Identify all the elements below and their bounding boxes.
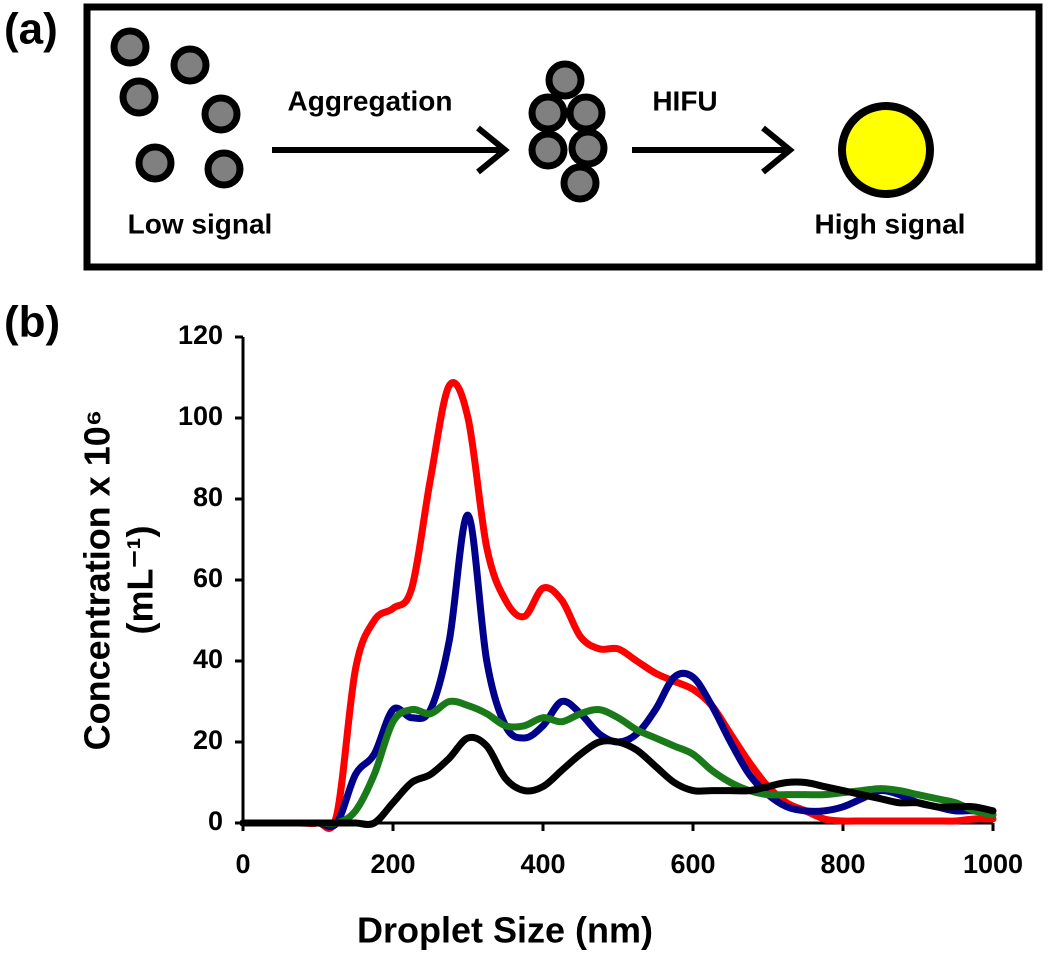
droplet xyxy=(566,93,606,133)
caption: Low signal xyxy=(128,208,273,239)
aggregate xyxy=(528,60,608,203)
x-tick-label: 400 xyxy=(520,849,565,879)
x-tick-label: 800 xyxy=(820,849,865,879)
y-tick-label: 80 xyxy=(193,482,223,512)
droplet xyxy=(560,163,600,203)
y-tick-label: 120 xyxy=(178,320,223,350)
droplet xyxy=(204,149,244,189)
droplet xyxy=(201,94,241,134)
arrowhead xyxy=(476,125,510,175)
panel-a: (a) Low signal Aggregation HIFU High sig… xyxy=(4,3,1043,271)
droplet xyxy=(119,77,159,117)
y-tick-label: 40 xyxy=(193,644,223,674)
bubble xyxy=(838,102,934,198)
x-tick-label: 200 xyxy=(370,849,415,879)
arrowhead xyxy=(761,125,795,175)
droplet xyxy=(528,93,568,133)
series-line xyxy=(239,733,997,828)
series-line xyxy=(239,697,997,828)
droplet xyxy=(110,27,150,67)
caption: High signal xyxy=(815,208,966,239)
y-tick-label: 60 xyxy=(193,563,223,593)
y-tick-label: 20 xyxy=(193,725,223,755)
droplet xyxy=(545,60,585,100)
panel-label: (b) xyxy=(4,298,60,347)
droplet xyxy=(170,45,210,85)
arrow-label: HIFU xyxy=(652,85,717,116)
x-tick-label: 600 xyxy=(670,849,715,879)
y-axis-label: Concentration x 10⁶ xyxy=(77,410,118,751)
y-tick-label: 0 xyxy=(208,806,223,836)
x-tick-label: 0 xyxy=(235,849,250,879)
arrow-label: Aggregation xyxy=(288,85,453,116)
droplet xyxy=(528,130,568,170)
droplet xyxy=(568,128,608,168)
y-tick-label: 100 xyxy=(178,401,223,431)
panel-b: (b) Droplet Size (nm) Concentration x 10… xyxy=(4,298,1023,951)
x-tick-label: 1000 xyxy=(963,849,1023,879)
scattered-droplets xyxy=(110,27,244,189)
y-axis-label: (mL⁻¹) xyxy=(120,526,161,635)
panel-label: (a) xyxy=(4,5,58,54)
x-axis-label: Droplet Size (nm) xyxy=(357,910,653,951)
series-line xyxy=(239,379,997,832)
droplet xyxy=(135,143,175,183)
